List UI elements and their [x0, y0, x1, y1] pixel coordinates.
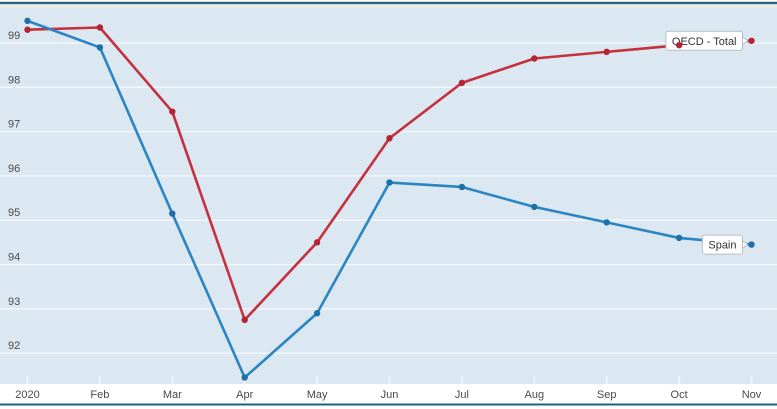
data-point-spain[interactable] [169, 210, 176, 217]
x-axis-label: Mar [163, 389, 182, 401]
series-label-box [701, 234, 743, 255]
data-point-spain[interactable] [603, 219, 610, 226]
data-point-oecd-total[interactable] [458, 79, 466, 87]
data-point-oecd-total[interactable] [96, 24, 104, 31]
data-point-spain[interactable] [458, 183, 466, 191]
x-axis-label: Sep [597, 389, 617, 401]
x-axis-label: Apr [236, 389, 253, 401]
series-label-text: OECD - Total [672, 36, 737, 48]
data-point-spain[interactable] [748, 241, 755, 248]
data-point-spain[interactable] [386, 179, 393, 186]
data-point-oecd-total[interactable] [169, 108, 176, 115]
series-label-text: Spain [708, 240, 736, 252]
data-point-oecd-total[interactable] [241, 316, 248, 324]
y-axis-label: 94 [8, 252, 20, 264]
data-point-oecd-total[interactable] [313, 239, 321, 246]
x-axis-label: Nov [742, 389, 762, 401]
data-point-oecd-total[interactable] [748, 37, 755, 44]
data-point-oecd-total[interactable] [603, 48, 610, 56]
series-label-oecd-total[interactable]: OECD - Total [665, 30, 749, 51]
data-point-spain[interactable] [531, 203, 538, 211]
series-label-box [665, 30, 743, 51]
data-point-oecd-total[interactable] [24, 26, 31, 33]
data-point-spain[interactable] [241, 374, 248, 381]
x-axis-label: Aug [525, 389, 545, 401]
y-axis-label: 98 [8, 74, 20, 86]
x-axis-label: Oct [671, 389, 688, 401]
plot-area [0, 5, 777, 384]
data-point-spain[interactable] [96, 44, 104, 51]
x-axis-label: 2020 [15, 389, 39, 401]
data-point-oecd-total[interactable] [386, 135, 393, 142]
top-accent-strip [0, 5, 777, 8]
data-point-spain[interactable] [313, 310, 321, 317]
y-axis-label: 95 [8, 207, 20, 219]
data-point-oecd-total[interactable] [675, 42, 683, 49]
data-point-oecd-total[interactable] [531, 55, 538, 62]
y-axis-label: 93 [8, 296, 20, 308]
y-axis-label: 96 [8, 163, 20, 175]
data-point-spain[interactable] [24, 17, 31, 25]
x-axis-label: May [307, 389, 328, 401]
series-label-spain[interactable]: Spain [701, 234, 749, 255]
x-axis-label: Jul [455, 389, 469, 401]
y-axis-label: 99 [8, 30, 20, 42]
y-axis-label: 97 [8, 119, 20, 131]
y-axis-label: 92 [8, 340, 20, 352]
x-axis-label: Jun [381, 389, 399, 401]
data-point-spain[interactable] [675, 234, 683, 242]
x-axis-label: Feb [90, 389, 109, 401]
